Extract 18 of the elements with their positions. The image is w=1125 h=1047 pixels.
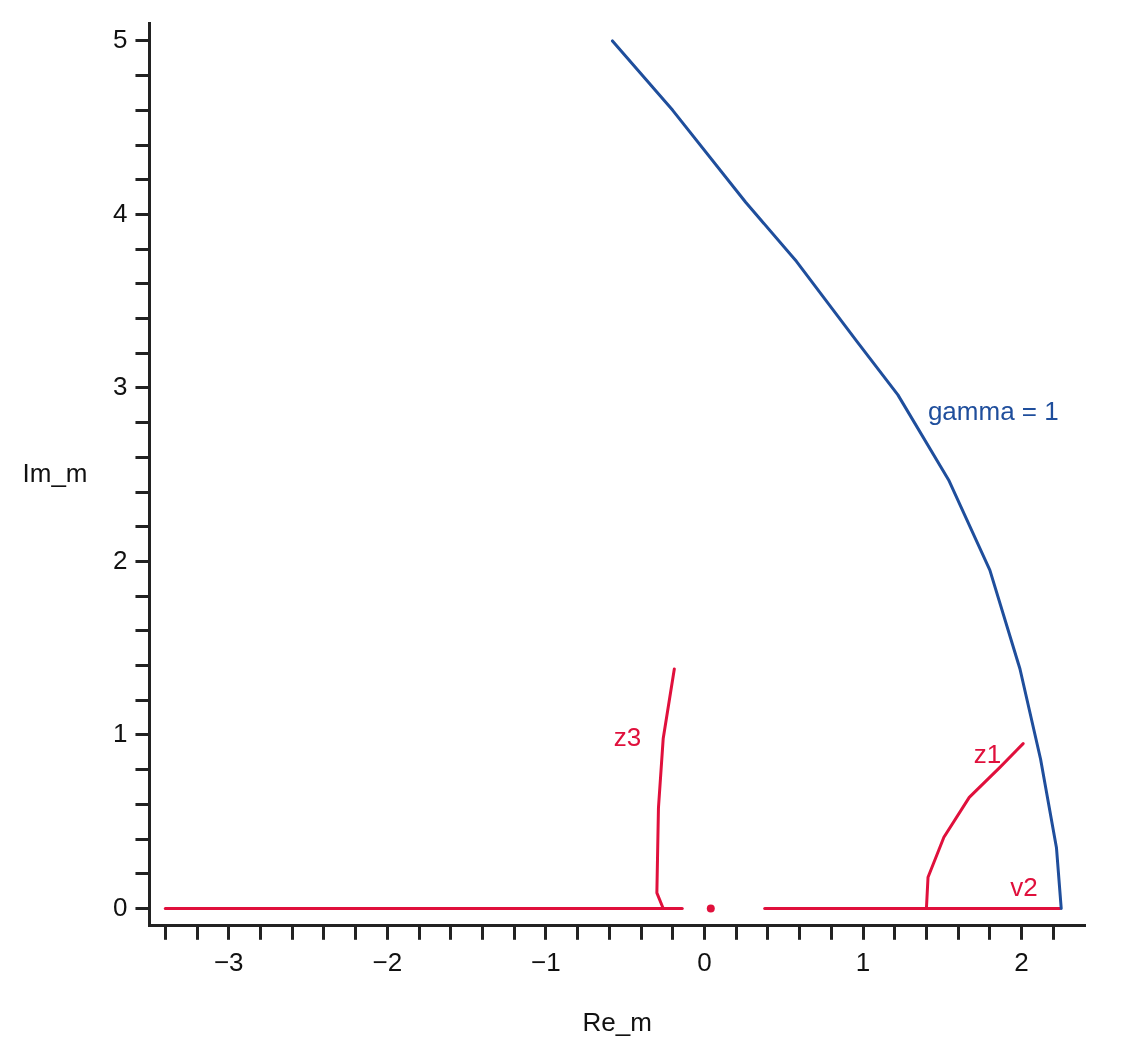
x-tick-label: 2 — [1014, 946, 1029, 977]
x-tick-label: 0 — [697, 946, 712, 977]
series-label: z3 — [613, 721, 642, 752]
x-tick-label: 1 — [855, 946, 871, 977]
y-tick-label: 4 — [112, 197, 128, 228]
series-label: z1 — [973, 738, 1002, 769]
y-tick-label: 3 — [112, 371, 128, 402]
x-tick-label: −3 — [213, 946, 244, 977]
y-tick-label: 0 — [112, 891, 128, 922]
x-tick-label: −1 — [531, 946, 561, 977]
y-tick-label: 2 — [112, 544, 128, 575]
x-tick-label: −2 — [372, 946, 403, 977]
series-label: gamma = 1 — [927, 396, 1059, 427]
series-label: v2 — [1010, 871, 1038, 902]
y-tick-label: 1 — [112, 718, 128, 749]
x-axis-title: Re_m — [582, 1007, 652, 1038]
y-tick-label: 5 — [112, 24, 128, 55]
y-axis-title: Im_m — [22, 457, 88, 488]
